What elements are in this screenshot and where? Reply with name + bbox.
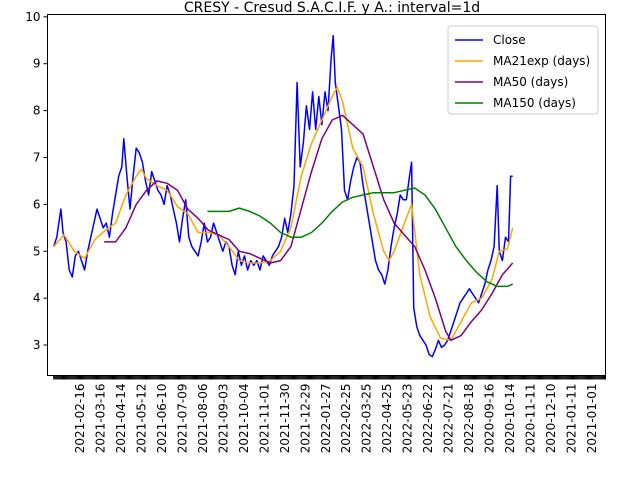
x-tick-label: 2022-08-18 bbox=[462, 384, 476, 454]
x-tick-label: 2021-04-14 bbox=[114, 384, 128, 454]
x-tick-label: 2021-05-12 bbox=[134, 384, 148, 454]
x-tick-label: 2021-03-16 bbox=[93, 384, 107, 454]
legend-label-2: MA50 (days) bbox=[493, 75, 568, 89]
y-tick-label: 6 bbox=[33, 197, 41, 211]
series-line-3 bbox=[207, 187, 514, 288]
series-line-2 bbox=[104, 114, 514, 342]
legend-label-1: MA21exp (days) bbox=[493, 54, 590, 68]
plot-area bbox=[47, 14, 606, 376]
legend-label-3: MA150 (days) bbox=[493, 96, 576, 110]
y-axis: 3 4 5 6 7 8 9 10 bbox=[25, 10, 48, 352]
x-tick-label: 2021-11-01 bbox=[257, 384, 271, 454]
x-tick-label: 2022-03-25 bbox=[360, 384, 374, 454]
y-tick-label: 8 bbox=[33, 104, 41, 118]
x-tick-label: 2020-10-14 bbox=[503, 384, 517, 454]
x-axis: 2021-02-16 2021-03-16 2021-04-14 2021-05-12… bbox=[53, 375, 606, 454]
x-tick-label: 2021-11-30 bbox=[278, 384, 292, 454]
x-tick-label: 2022-01-27 bbox=[319, 384, 333, 454]
x-tick-label: 2021-06-10 bbox=[155, 384, 169, 454]
x-tick-label: 2022-07-21 bbox=[442, 384, 456, 454]
x-tick-label: 2022-02-25 bbox=[339, 384, 353, 454]
x-tick-label: 2020-12-10 bbox=[544, 384, 558, 454]
x-tick-label: 2021-01-11 bbox=[565, 384, 579, 454]
y-tick-label: 10 bbox=[25, 10, 40, 24]
x-tick-label: 2022-04-25 bbox=[380, 384, 394, 454]
y-tick-label: 3 bbox=[33, 338, 41, 352]
x-tick-label: 2021-01-01 bbox=[585, 384, 599, 454]
x-tick-label: 2020-09-16 bbox=[483, 384, 497, 454]
x-tick-label: 2021-09-03 bbox=[216, 384, 230, 454]
x-tick-label: 2020-11-11 bbox=[524, 384, 538, 454]
chart-title: CRESY - Cresud S.A.C.I.F. y A.: interval… bbox=[184, 0, 480, 16]
x-tick-label: 2021-12-29 bbox=[298, 384, 312, 454]
y-tick-label: 9 bbox=[33, 57, 41, 71]
x-tick-label: 2022-06-22 bbox=[421, 384, 435, 454]
y-tick-label: 4 bbox=[33, 291, 41, 305]
x-tick-label: 2021-02-16 bbox=[73, 384, 87, 454]
x-tick-label: 2021-10-04 bbox=[237, 384, 251, 454]
y-tick-label: 5 bbox=[33, 244, 41, 258]
x-tick-label: 2022-05-23 bbox=[401, 384, 415, 454]
legend: Close MA21exp (days) MA50 (days) MA150 (day… bbox=[447, 25, 599, 115]
legend-box bbox=[447, 25, 599, 115]
x-tick-label: 2021-08-06 bbox=[196, 384, 210, 454]
x-tick-label: 2021-07-09 bbox=[175, 384, 189, 454]
series-line-1 bbox=[53, 86, 514, 342]
series-layer bbox=[52, 34, 514, 358]
series-line-0 bbox=[52, 34, 513, 358]
legend-label-0: Close bbox=[493, 33, 526, 47]
y-tick-label: 7 bbox=[33, 150, 41, 164]
